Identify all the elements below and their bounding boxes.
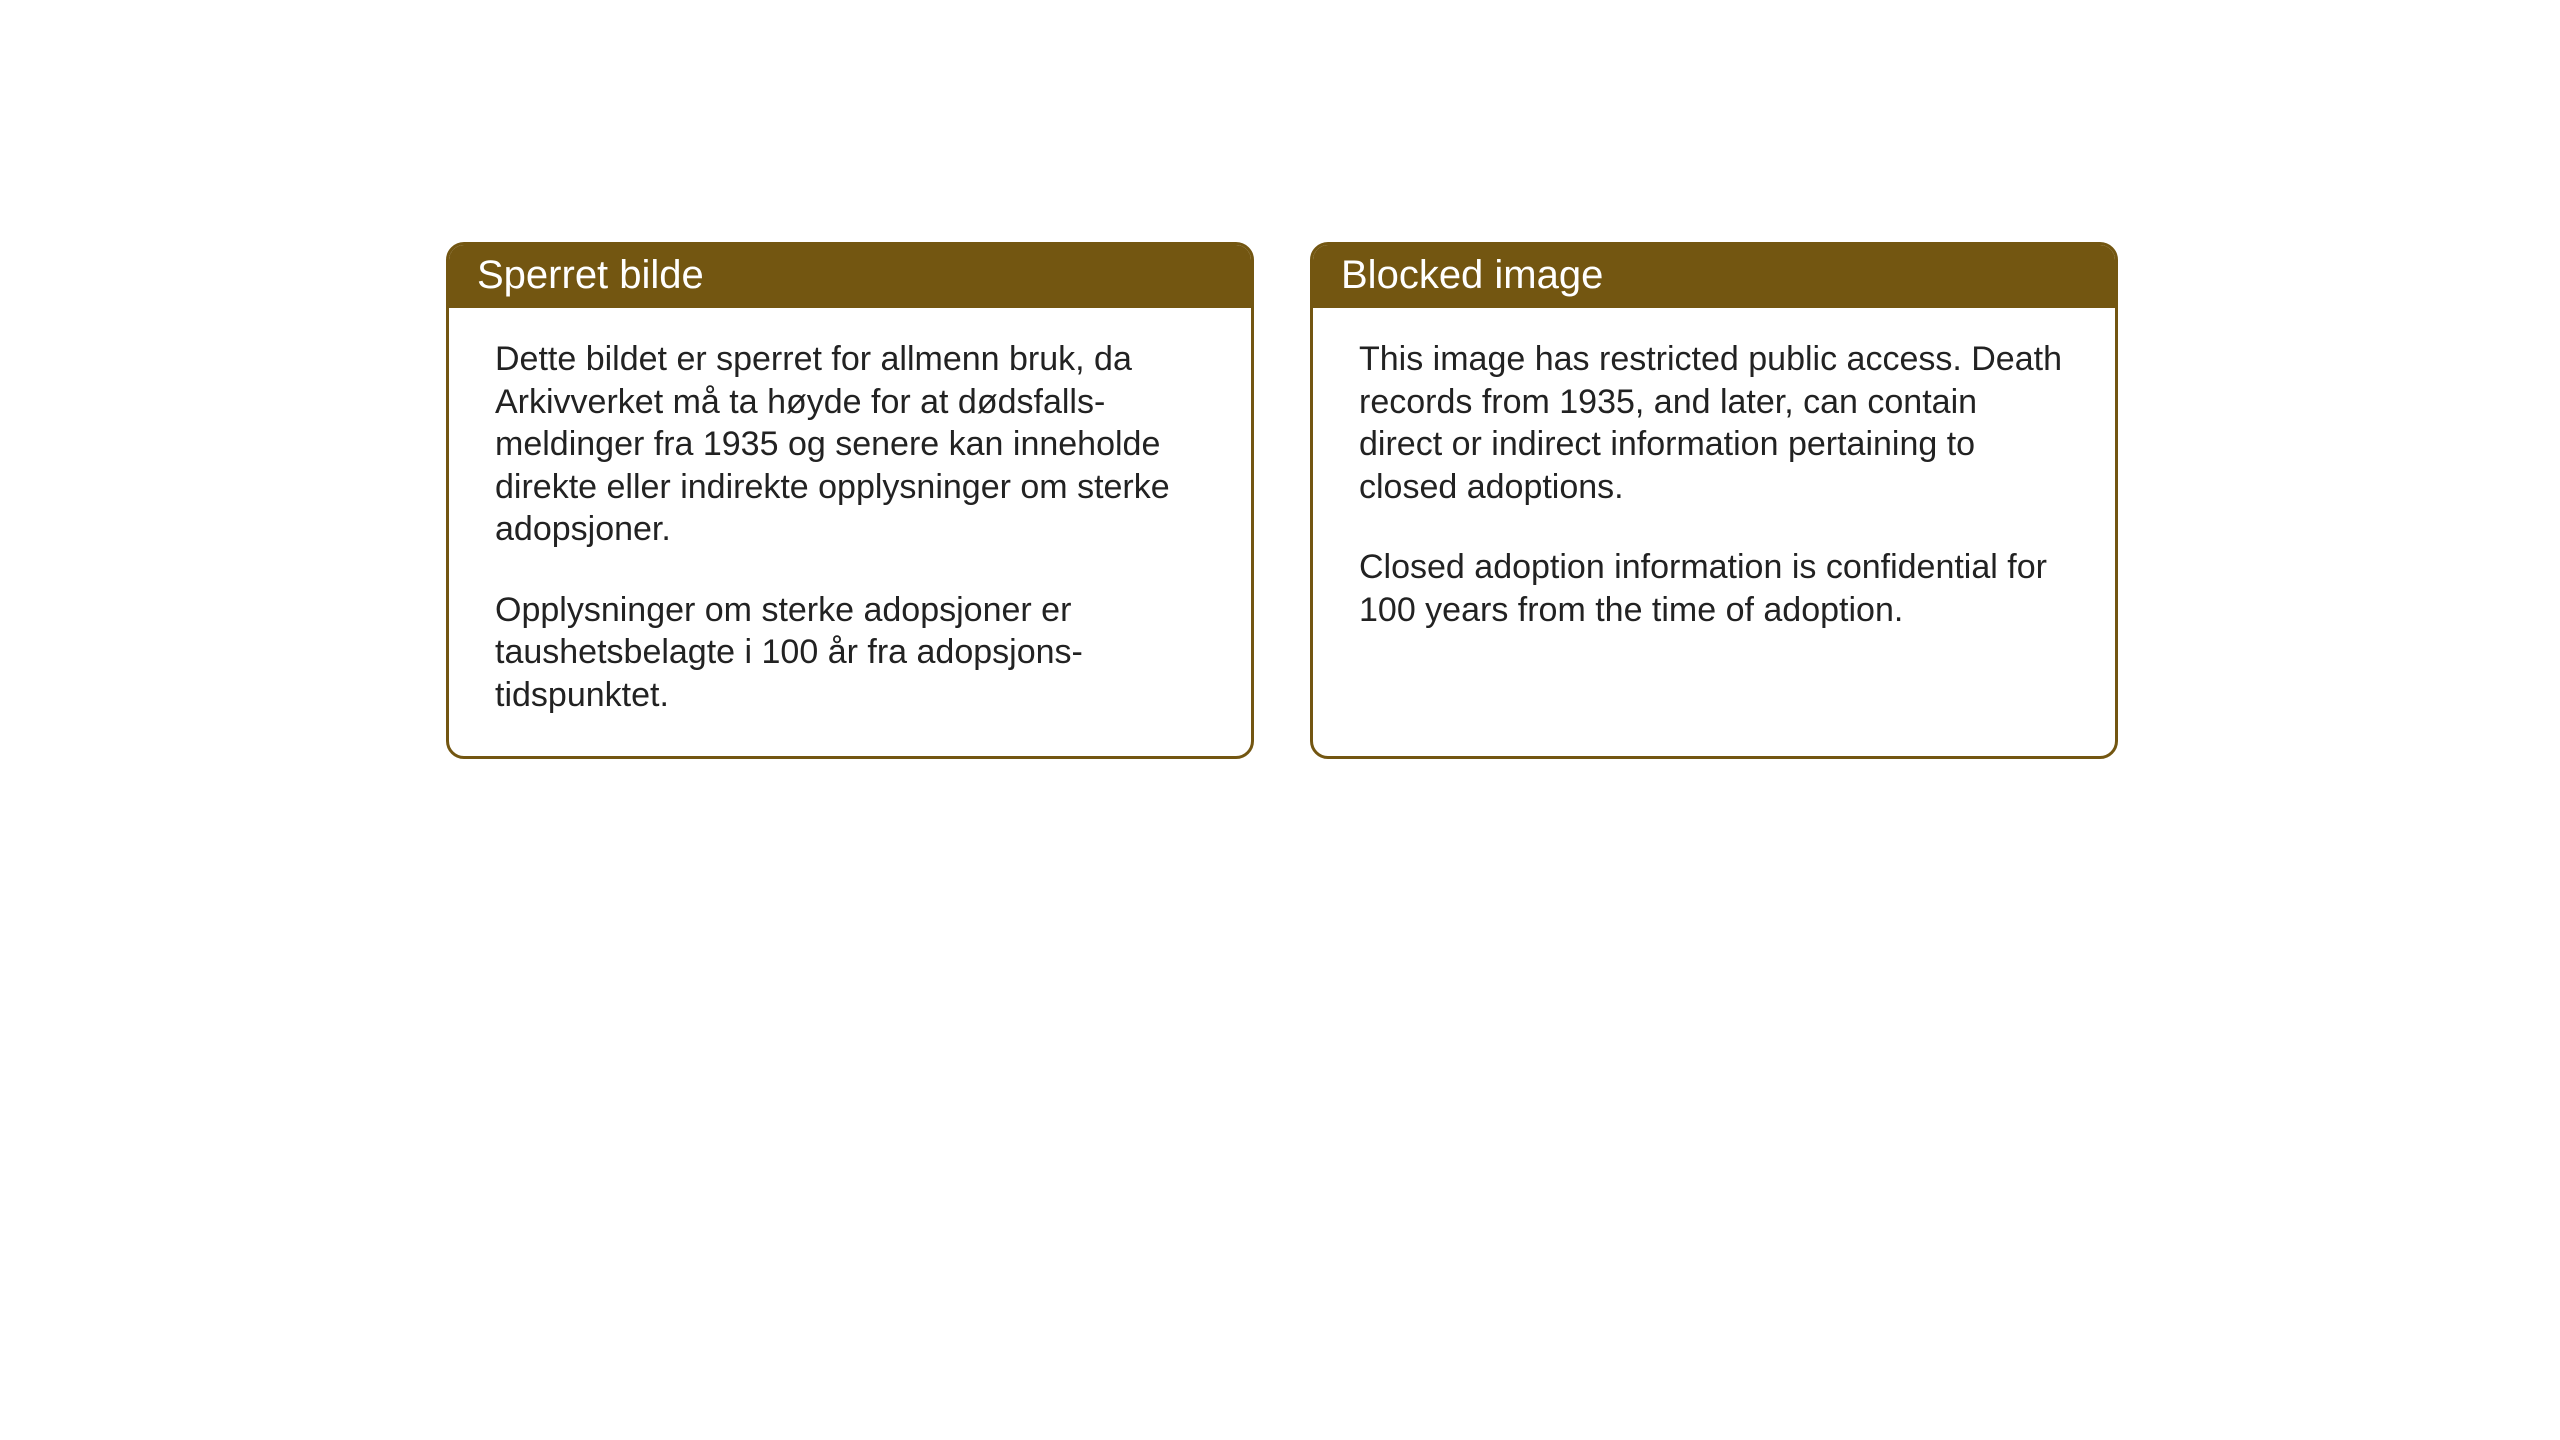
notice-container: Sperret bilde Dette bildet er sperret fo…: [446, 242, 2118, 759]
card-header-norwegian: Sperret bilde: [449, 245, 1251, 308]
paragraph-norwegian-1: Dette bildet er sperret for allmenn bruk…: [495, 338, 1205, 551]
paragraph-english-1: This image has restricted public access.…: [1359, 338, 2069, 508]
paragraph-english-2: Closed adoption information is confident…: [1359, 546, 2069, 631]
card-body-english: This image has restricted public access.…: [1313, 308, 2115, 671]
paragraph-norwegian-2: Opplysninger om sterke adopsjoner er tau…: [495, 589, 1205, 717]
notice-card-norwegian: Sperret bilde Dette bildet er sperret fo…: [446, 242, 1254, 759]
card-header-english: Blocked image: [1313, 245, 2115, 308]
notice-card-english: Blocked image This image has restricted …: [1310, 242, 2118, 759]
card-body-norwegian: Dette bildet er sperret for allmenn bruk…: [449, 308, 1251, 756]
